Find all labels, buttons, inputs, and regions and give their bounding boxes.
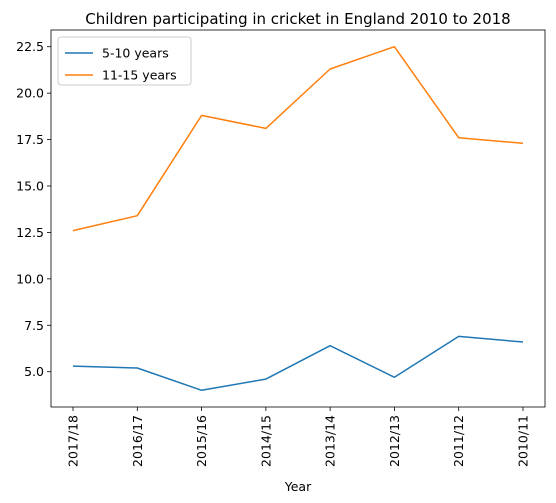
y-tick-label: 22.5	[16, 39, 44, 54]
x-tick-label: 2015/16	[194, 415, 209, 467]
y-tick-label: 15.0	[16, 179, 44, 194]
y-tick-label: 10.0	[16, 271, 44, 286]
x-axis-label: Year	[284, 479, 312, 494]
x-tick-label: 2012/13	[387, 415, 402, 467]
y-tick-label: 17.5	[16, 132, 44, 147]
y-tick-label: 20.0	[16, 86, 44, 101]
legend-label: 5-10 years	[102, 46, 169, 61]
legend-label: 11-15 years	[102, 68, 177, 83]
x-tick-label: 2016/17	[130, 415, 145, 467]
series-line-1	[72, 45, 524, 232]
legend-box	[57, 36, 192, 86]
x-tick-label: 2017/18	[66, 415, 81, 467]
y-tick-label: 7.5	[24, 318, 44, 333]
y-tick-label: 12.5	[16, 225, 44, 240]
legend: 5-10 years 11-15 years	[57, 36, 192, 86]
x-tick-label: 2010/11	[516, 415, 531, 467]
y-tick-label: 5.0	[24, 364, 44, 379]
plot-area-frame	[50, 29, 546, 408]
x-tick-label: 2011/12	[451, 415, 466, 467]
x-tick-label: 2014/15	[258, 415, 273, 467]
y-axis: 5.0 7.5 10.0 12.5 15.0 17.5 20.0 22.5	[16, 39, 51, 379]
plot-lines	[72, 45, 524, 392]
series-line-0	[72, 335, 524, 392]
x-tick-label: 2013/14	[323, 415, 338, 467]
chart-title: Children participating in cricket in Eng…	[85, 10, 510, 28]
x-axis: 2017/18 2016/17 2015/16 2014/15 2013/14 2012/…	[66, 407, 531, 467]
